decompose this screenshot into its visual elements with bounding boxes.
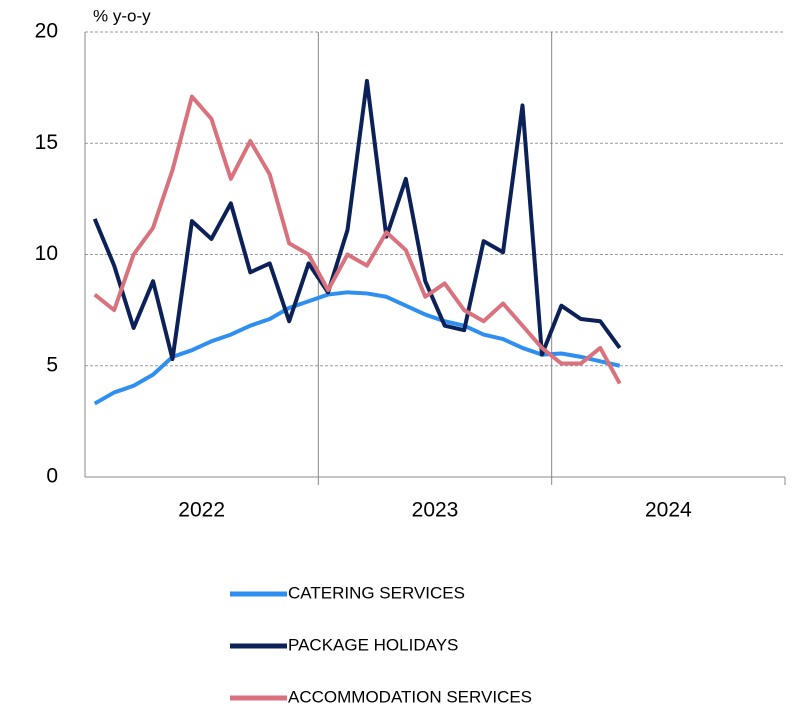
line [93,94,622,385]
x-group-label: 2024 [645,499,692,522]
y-tick-label: 15 [35,131,58,154]
legend-label: ACCOMMODATION SERVICES [288,687,532,705]
x-group-label: 2023 [412,499,459,522]
x-group-label: 2022 [178,499,225,522]
y-axis-label: % y-o-y [93,6,151,25]
y-tick-label: 5 [46,353,58,376]
legend-label: CATERING SERVICES [288,583,465,602]
line [92,78,622,362]
legend-label: PACKAGE HOLIDAYS [288,635,458,654]
y-tick-label: 0 [46,465,58,488]
line [93,290,621,406]
y-tick-label: 20 [35,20,58,43]
y-tick-label: 10 [35,242,58,265]
